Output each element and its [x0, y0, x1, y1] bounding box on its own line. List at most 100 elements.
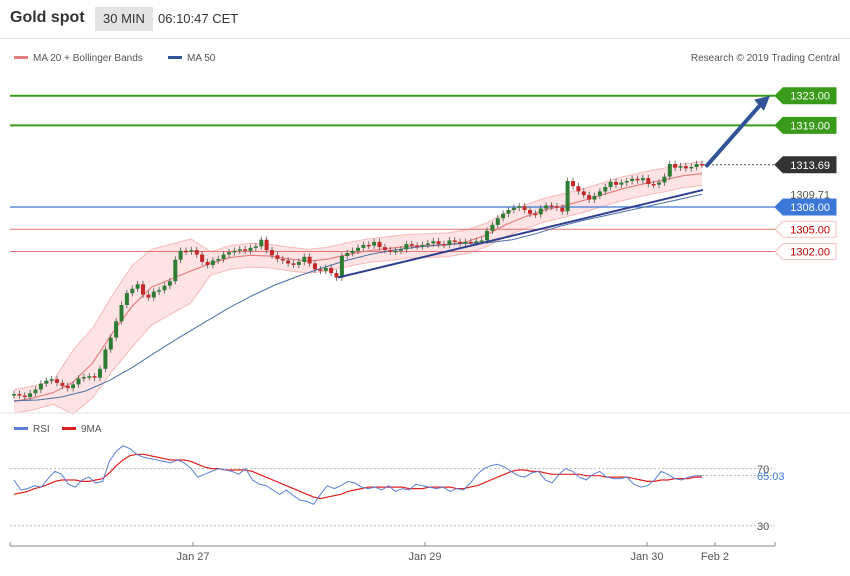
candle	[646, 174, 651, 188]
candle-body	[221, 254, 226, 259]
candle-body	[194, 250, 199, 255]
candle	[377, 238, 382, 251]
candle-body	[549, 205, 554, 207]
timeframe-button[interactable]: 30 MIN	[95, 7, 153, 31]
candle	[92, 372, 97, 382]
candle	[345, 249, 350, 260]
candle-body	[651, 184, 656, 186]
price-tag-label: 1323.00	[790, 91, 830, 103]
candle	[619, 179, 624, 189]
projection-arrow-shaft	[705, 98, 766, 168]
candle-body	[425, 243, 430, 245]
candle	[227, 248, 231, 258]
candle	[270, 246, 274, 259]
trend-overlay-layer	[337, 95, 770, 279]
rsi-axis: 70 65.03 30	[757, 464, 785, 533]
price-tag-1319-00: 1319.00	[774, 116, 837, 134]
candle-body	[372, 241, 377, 246]
candle	[382, 243, 387, 254]
candle	[210, 257, 215, 269]
candle-body	[243, 249, 248, 251]
candle	[538, 205, 543, 218]
candle-body	[55, 379, 59, 383]
candle	[420, 241, 425, 250]
candle-body	[71, 384, 76, 389]
candle-body	[399, 249, 403, 251]
rsi-ma-legend-label: 9MA	[81, 424, 102, 435]
candle	[329, 264, 334, 277]
candle	[366, 241, 371, 249]
candle	[662, 173, 667, 186]
candle-body	[141, 284, 145, 295]
candle	[103, 346, 108, 373]
candle-body	[447, 240, 452, 245]
candle	[372, 238, 377, 249]
rsi-ma-line	[13, 453, 702, 500]
candle	[603, 183, 608, 195]
price-tag-label: 1313.69	[790, 160, 830, 172]
candle-body	[474, 241, 479, 243]
candle-body	[119, 305, 124, 322]
price-tag-bg	[774, 87, 837, 105]
candle	[667, 160, 672, 180]
candle	[517, 202, 522, 212]
candle-body	[501, 213, 506, 219]
bollinger-band-layer	[13, 161, 703, 415]
projection-arrow-head	[754, 95, 770, 111]
candle	[361, 241, 366, 252]
bollinger-upper	[13, 161, 703, 391]
rsi-current-value: 65.03	[757, 471, 785, 483]
candle-body	[667, 164, 672, 177]
candle-body	[571, 181, 575, 187]
candle-body	[565, 181, 570, 212]
candle	[436, 237, 441, 248]
candle-body	[275, 255, 280, 259]
candle	[33, 386, 38, 397]
candle-body	[608, 181, 613, 187]
candle-body	[210, 260, 215, 265]
candle-body	[108, 337, 113, 350]
rsi-tick-30: 30	[757, 521, 769, 533]
candle	[55, 375, 59, 387]
candle	[216, 255, 221, 264]
candle-body	[630, 178, 635, 181]
candle-body	[146, 294, 151, 298]
price-tag-1302-00: 1302.00	[774, 243, 837, 261]
candle-body	[200, 254, 205, 262]
candle-body	[157, 290, 162, 292]
candle-body	[334, 273, 339, 278]
candle-body	[92, 376, 97, 378]
candle-body	[533, 213, 538, 216]
candle-body	[420, 244, 425, 247]
candle-body	[506, 210, 511, 214]
candle	[232, 247, 237, 256]
rsi-tick-70: 70	[757, 464, 769, 476]
candle	[522, 202, 527, 214]
candle	[544, 202, 549, 212]
candle-body	[479, 240, 484, 242]
candle	[194, 246, 199, 258]
candle	[624, 177, 629, 186]
candle-body	[678, 166, 683, 168]
candle-body	[248, 247, 253, 251]
candle	[71, 381, 76, 392]
candle	[452, 237, 457, 246]
candle-body	[227, 252, 231, 255]
rsi-ma-legend-swatch	[62, 427, 76, 430]
x-label-jan30: Jan 30	[630, 551, 663, 563]
candle-body	[17, 394, 22, 396]
copyright-credit: Research © 2019 Trading Central	[691, 53, 840, 64]
symbol-title: Gold spot	[10, 9, 85, 26]
candle-body	[22, 395, 27, 397]
candle-body	[576, 186, 581, 192]
candle-body	[162, 285, 167, 291]
candle	[151, 288, 156, 301]
candles-layer	[12, 160, 704, 401]
candle	[592, 192, 597, 203]
candle-body	[619, 182, 624, 185]
candle	[173, 256, 178, 285]
candle	[608, 178, 613, 191]
candle-body	[103, 349, 108, 369]
candle-body	[490, 224, 495, 231]
